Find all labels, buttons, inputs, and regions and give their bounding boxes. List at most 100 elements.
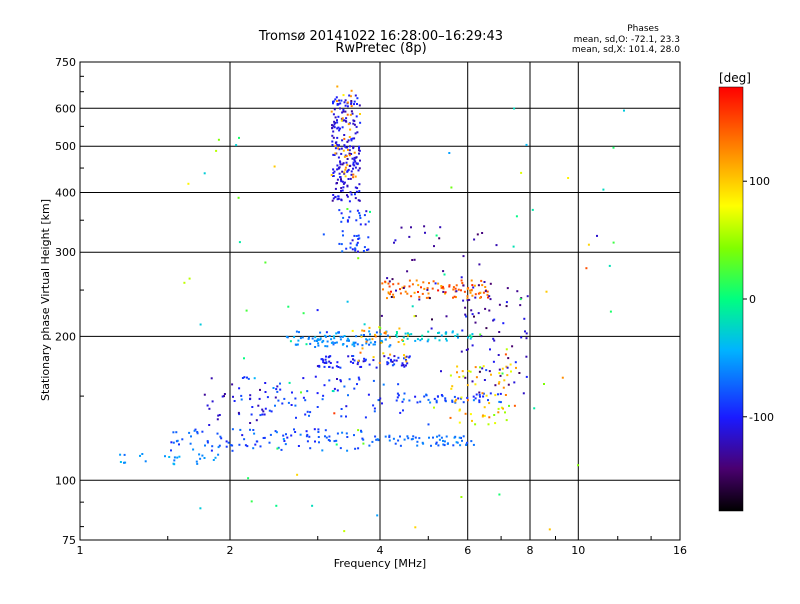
data-point (215, 149, 218, 152)
data-point (201, 454, 204, 457)
data-point (472, 443, 475, 446)
x-axis: 1 2 4 6 8 10 16 (77, 536, 687, 557)
data-point (460, 350, 463, 353)
data-point (356, 131, 359, 134)
data-point (477, 312, 480, 315)
data-point (435, 399, 438, 402)
data-point (336, 103, 339, 105)
data-point (311, 337, 314, 340)
data-point (435, 442, 438, 445)
data-point (485, 394, 488, 397)
data-point (338, 172, 341, 175)
data-point (484, 307, 487, 310)
data-point (473, 315, 475, 318)
data-point (404, 332, 407, 335)
data-point (225, 445, 228, 448)
data-point (413, 315, 416, 318)
data-point (406, 337, 409, 340)
data-point (337, 156, 340, 159)
data-point (172, 431, 175, 434)
data-point (178, 443, 180, 446)
data-point (427, 330, 430, 333)
data-point (297, 445, 300, 447)
data-point (404, 290, 407, 293)
data-point (426, 288, 429, 291)
data-point (212, 459, 215, 461)
data-point (462, 435, 465, 438)
data-point (471, 344, 474, 347)
data-point (338, 148, 341, 151)
data-point (338, 209, 341, 212)
data-point (343, 155, 346, 158)
data-point (435, 234, 438, 237)
data-point (314, 440, 316, 443)
data-point (325, 355, 327, 358)
data-point (477, 292, 480, 295)
data-point (352, 147, 355, 150)
data-point (203, 457, 206, 459)
data-point (341, 139, 344, 142)
data-point (268, 409, 271, 412)
data-point (504, 353, 507, 356)
data-point (275, 388, 278, 391)
data-point (368, 330, 371, 333)
data-point (347, 148, 349, 151)
data-point (321, 358, 324, 361)
data-point (304, 399, 307, 402)
data-point (416, 440, 419, 443)
data-point (376, 514, 379, 517)
data-point (309, 411, 312, 414)
data-point (353, 120, 356, 122)
data-point (421, 292, 424, 295)
data-point (442, 439, 444, 442)
data-point (346, 195, 349, 198)
data-point (382, 352, 385, 355)
data-point (482, 365, 485, 368)
data-point (350, 170, 353, 173)
data-point (237, 196, 240, 199)
data-point (406, 292, 409, 295)
data-point (480, 279, 483, 282)
data-point (328, 379, 331, 382)
data-point (413, 291, 416, 294)
data-point (440, 394, 443, 396)
data-point (343, 181, 346, 184)
data-point (441, 395, 444, 398)
data-point (341, 111, 344, 114)
data-point (470, 309, 473, 312)
data-point (343, 134, 346, 136)
data-point (425, 296, 428, 299)
data-point (444, 292, 446, 295)
data-point (346, 163, 349, 166)
data-point (199, 457, 202, 460)
data-point (401, 400, 404, 403)
data-point (352, 122, 355, 125)
data-point (473, 284, 476, 287)
data-point (261, 413, 264, 416)
data-point (336, 198, 339, 201)
data-point (340, 189, 342, 192)
data-point (519, 304, 522, 307)
data-point (246, 445, 249, 448)
data-point (471, 294, 474, 297)
data-point (525, 332, 528, 335)
data-point (350, 139, 353, 142)
data-point (515, 215, 518, 218)
colorbar-ticks: 100 0 -100 (743, 175, 774, 424)
data-point (334, 195, 337, 198)
data-point (397, 341, 400, 343)
data-point (290, 434, 293, 437)
data-point (374, 341, 377, 343)
data-point (407, 334, 409, 337)
data-point (493, 414, 496, 416)
data-point (461, 282, 464, 284)
data-point (323, 361, 326, 364)
data-point (339, 107, 341, 110)
data-point (464, 376, 467, 379)
data-point (341, 180, 344, 183)
data-point (458, 376, 461, 378)
data-point (493, 339, 496, 342)
y-tick-label: 400 (55, 187, 76, 200)
data-point (358, 237, 361, 240)
data-point (492, 319, 495, 322)
